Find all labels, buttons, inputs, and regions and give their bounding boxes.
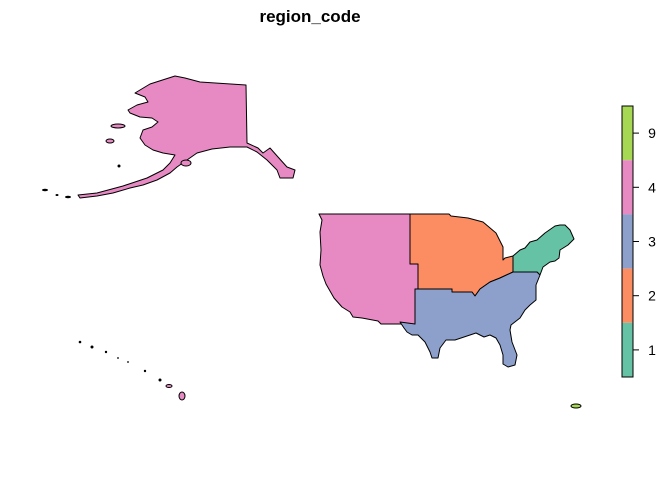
legend-swatch bbox=[622, 322, 633, 377]
region-alaska bbox=[77, 75, 296, 199]
region-puerto-rico bbox=[570, 403, 582, 409]
map-layer bbox=[42, 75, 582, 409]
region-west bbox=[318, 213, 419, 325]
region-hawaii bbox=[78, 340, 186, 401]
legend-swatch bbox=[622, 106, 633, 161]
legend-label: 2 bbox=[648, 288, 656, 304]
legend-label: 9 bbox=[648, 125, 656, 141]
legend-swatch bbox=[622, 214, 633, 269]
legend-label: 4 bbox=[648, 179, 656, 195]
legend-label: 1 bbox=[648, 342, 656, 358]
region-south bbox=[399, 271, 541, 368]
legend-swatch bbox=[622, 160, 633, 215]
region-northeast bbox=[512, 224, 575, 276]
color-legend: 9 4 3 2 1 bbox=[621, 105, 656, 378]
map-title: region_code bbox=[259, 7, 360, 26]
alaska-islands bbox=[42, 123, 192, 199]
legend-label: 3 bbox=[648, 234, 656, 250]
legend-swatch bbox=[622, 268, 633, 323]
legend-border bbox=[621, 105, 634, 378]
